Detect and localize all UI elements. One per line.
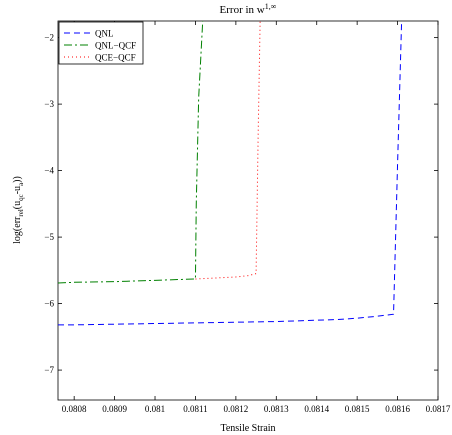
y-label-sub-1: rel bbox=[17, 209, 25, 216]
legend-label-qce-qcf: QCE−QCF bbox=[95, 53, 136, 63]
y-tick-label: −2 bbox=[44, 33, 54, 43]
x-tick-label: 0.0808 bbox=[62, 404, 87, 414]
chart-title: Error in w1,∞ bbox=[220, 2, 277, 16]
y-label-part-4: )) bbox=[12, 176, 23, 183]
x-axis-label: Tensile Strain bbox=[220, 423, 275, 434]
y-label-part-2: (u bbox=[12, 201, 23, 209]
y-tick-label: −5 bbox=[44, 232, 54, 242]
y-tick-label: −4 bbox=[44, 166, 54, 176]
y-label-part-1: log(err bbox=[12, 216, 23, 244]
legend: QNL QNL−QCF QCE−QCF bbox=[58, 21, 144, 65]
x-tick-label: 0.0812 bbox=[223, 404, 248, 414]
y-tick-label: −3 bbox=[44, 99, 54, 109]
y-label-part-3: -u bbox=[12, 186, 23, 194]
x-tick-label: 0.0811 bbox=[183, 404, 207, 414]
x-tick-label: 0.0816 bbox=[385, 404, 410, 414]
x-tick-label: 0.0817 bbox=[426, 404, 451, 414]
y-label-sub-2: qc bbox=[17, 194, 25, 201]
x-tick-label: 0.0815 bbox=[345, 404, 370, 414]
x-tick-label: 0.081 bbox=[145, 404, 165, 414]
series-line-1 bbox=[58, 21, 204, 284]
series-line-2 bbox=[195, 21, 261, 280]
legend-label-qnl: QNL bbox=[95, 29, 114, 39]
series-line-0 bbox=[58, 21, 403, 326]
y-axis-label: log(errrel(uqc-ua)) bbox=[12, 176, 25, 244]
x-tick-label: 0.0814 bbox=[304, 404, 329, 414]
y-tick-label: −6 bbox=[44, 299, 54, 309]
data-series bbox=[58, 21, 403, 326]
chart-title-main: Error in w bbox=[220, 4, 265, 16]
chart-title-superscript: 1,∞ bbox=[265, 2, 277, 11]
plot-area bbox=[57, 20, 439, 401]
x-tick-label: 0.0809 bbox=[102, 404, 127, 414]
y-label-sub-3: a bbox=[17, 182, 25, 186]
x-tick-label: 0.0813 bbox=[264, 404, 289, 414]
axis-ticks: 0.0808 0.0809 0.081 0.0811 0.0812 0.0813 0.081… bbox=[44, 21, 451, 414]
y-tick-label: −7 bbox=[44, 365, 54, 375]
legend-label-qnl-qcf: QNL−QCF bbox=[95, 41, 136, 51]
